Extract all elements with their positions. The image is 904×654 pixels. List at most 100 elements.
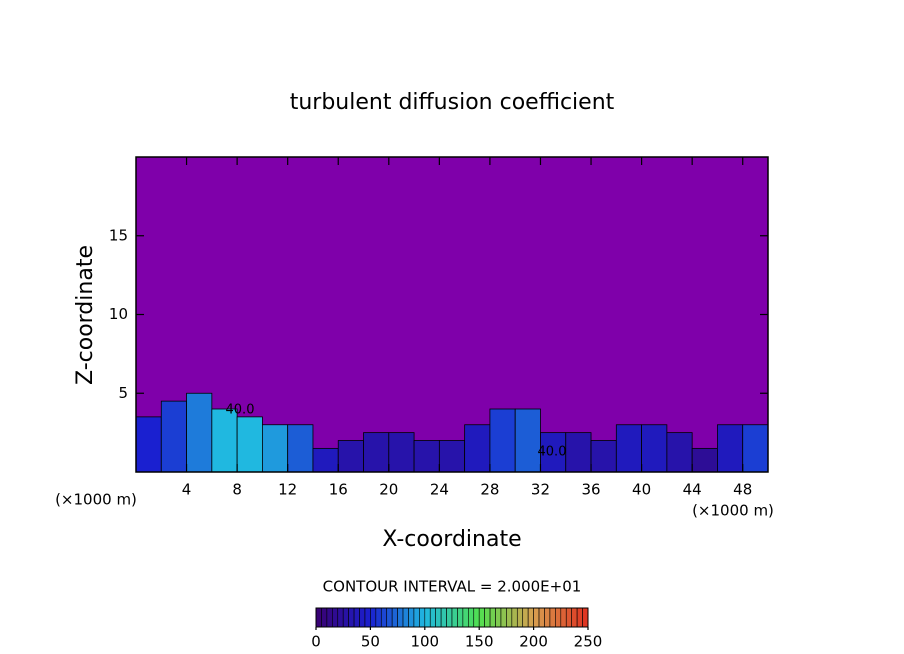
colorbar-cell <box>468 607 475 628</box>
colorbar-cell <box>576 607 583 628</box>
field-cell <box>641 424 668 473</box>
colorbar-cell <box>571 607 578 628</box>
colorbar-tick-label: 200 <box>519 633 548 651</box>
chart-title: turbulent diffusion coefficient <box>290 90 615 115</box>
colorbar-cell <box>446 607 453 628</box>
colorbar-cell <box>538 607 545 628</box>
colorbar-cell <box>451 607 458 628</box>
field-cell <box>565 432 592 473</box>
y-tick-label: 15 <box>109 226 128 244</box>
x-tick-label: 12 <box>278 481 297 499</box>
x-tick-label: 28 <box>480 481 499 499</box>
field-cell <box>135 416 162 473</box>
field-cell <box>514 408 541 473</box>
colorbar-cell <box>408 607 415 628</box>
colorbar-cell <box>511 607 518 628</box>
field-cell <box>211 408 238 473</box>
colorbar-cell <box>380 607 388 628</box>
colorbar-tick-label: 250 <box>574 633 603 651</box>
colorbar-cell <box>516 607 524 628</box>
field-cell <box>438 440 466 473</box>
colorbar-cell <box>489 607 496 628</box>
colorbar-frame <box>315 607 589 628</box>
x-axis-label: X-coordinate <box>382 527 521 552</box>
colorbar-cell <box>506 607 513 628</box>
colorbar-cell <box>375 607 382 628</box>
field-cell <box>261 424 289 473</box>
y-unit: (×1000 m) <box>55 491 137 509</box>
x-tick-label: 16 <box>329 481 348 499</box>
colorbar-cell <box>370 607 377 628</box>
colorbar-cell <box>397 607 404 628</box>
field-cell <box>388 432 415 473</box>
colorbar-cell <box>386 607 393 628</box>
colorbar-cell <box>549 607 556 628</box>
x-tick-label: 32 <box>531 481 550 499</box>
field-cell <box>236 416 263 473</box>
colorbar-tick-label: 150 <box>465 633 494 651</box>
field-cell <box>464 424 491 473</box>
colorbar-cell <box>332 607 339 628</box>
contour-label: 40.0 <box>226 403 255 418</box>
colorbar-cell <box>364 607 371 628</box>
field-cell <box>337 440 364 473</box>
x-tick-label: 36 <box>581 481 600 499</box>
colorbar-cell <box>315 607 322 628</box>
x-tick-label: 8 <box>232 481 242 499</box>
colorbar-cell <box>348 607 355 628</box>
y-tick-label: 5 <box>118 384 128 402</box>
colorbar-cell <box>413 607 420 628</box>
field-cell <box>615 424 643 473</box>
colorbar-tick-label: 100 <box>410 633 439 651</box>
field-cell <box>489 408 516 473</box>
colorbar-cell <box>457 607 464 628</box>
colorbar-cell <box>478 607 485 628</box>
colorbar-cell <box>565 607 572 628</box>
colorbar-cell <box>484 607 491 628</box>
colorbar-cell <box>473 607 480 628</box>
colorbar-cell <box>337 607 344 628</box>
x-tick-label: 48 <box>733 481 752 499</box>
field-cell <box>160 400 187 473</box>
colorbar-cell <box>342 607 349 628</box>
colorbar-cell <box>402 607 409 628</box>
y-tick-label: 10 <box>109 305 128 323</box>
colorbar-cell <box>321 607 328 628</box>
colorbar-cell <box>462 607 469 628</box>
colorbar-cell <box>359 607 366 628</box>
colorbar-tick-label: 50 <box>361 633 380 651</box>
field-cell <box>312 447 339 473</box>
colorbar-cell <box>500 607 507 628</box>
colorbar-cell <box>326 607 333 628</box>
colorbar-cell <box>419 607 426 628</box>
colorbar-cell <box>440 607 447 628</box>
colorbar-cell <box>533 607 540 628</box>
contour-interval: CONTOUR INTERVAL = 2.000E+01 <box>323 578 582 596</box>
colorbar-cell <box>353 607 360 628</box>
colorbar-cell <box>544 607 551 628</box>
field-cell <box>363 432 390 473</box>
colorbar-cell <box>582 607 589 628</box>
colorbar-cell <box>429 607 436 628</box>
colorbar-tick-label: 0 <box>311 633 321 651</box>
field-cell <box>742 424 769 473</box>
x-tick-label: 20 <box>379 481 398 499</box>
x-tick-label: 40 <box>632 481 651 499</box>
colorbar-cell <box>522 607 529 628</box>
x-tick-label: 44 <box>683 481 702 499</box>
field-cell <box>287 424 314 473</box>
field-cell <box>717 424 744 473</box>
colorbar-cell <box>435 607 442 628</box>
x-unit: (×1000 m) <box>692 502 774 520</box>
colorbar-cell <box>560 607 567 628</box>
x-tick-label: 4 <box>182 481 192 499</box>
x-tick-label: 24 <box>430 481 449 499</box>
field-cell <box>186 392 213 473</box>
colorbar-cell <box>391 607 398 628</box>
field-cell <box>590 440 617 473</box>
y-axis-label: Z-coordinate <box>73 245 98 385</box>
colorbar-cell <box>527 607 534 628</box>
colorbar-cell <box>495 607 502 628</box>
colorbar-cell <box>555 607 562 628</box>
